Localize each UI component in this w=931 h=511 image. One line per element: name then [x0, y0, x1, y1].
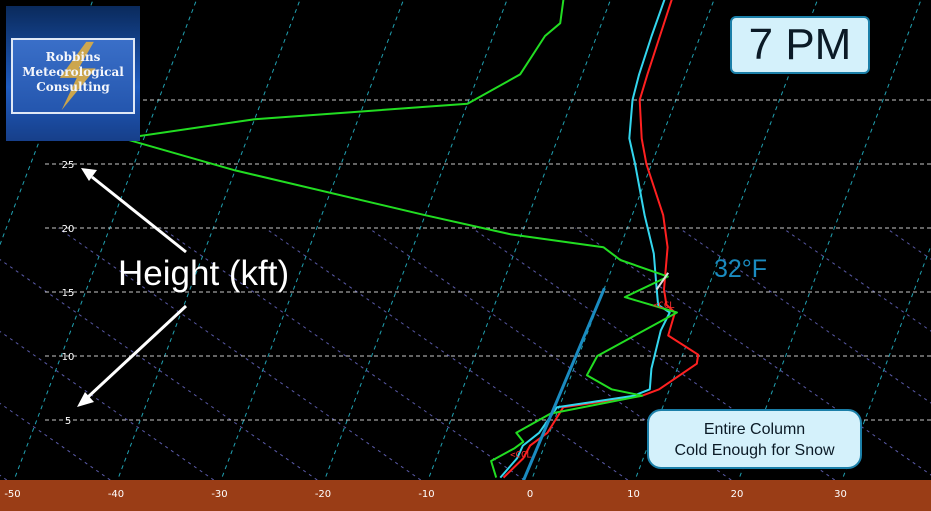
isotherm — [426, 0, 611, 485]
freezing-line — [520, 287, 606, 485]
logo-line-2: Meteorological — [22, 65, 124, 79]
x-tick-label: -50 — [4, 489, 20, 500]
x-tick-label: -10 — [418, 489, 434, 500]
x-tick-label: 10 — [627, 489, 640, 500]
logo-line-1: Robbins — [45, 50, 101, 64]
logo-frame: Robbins Meteorological Consulting — [11, 38, 135, 114]
snow-callout: Entire Column Cold Enough for Snow — [647, 409, 862, 469]
x-tick-label: 30 — [834, 489, 847, 500]
isotherm — [219, 0, 404, 485]
lightning-icon — [59, 41, 96, 111]
dry-adiabat — [0, 330, 220, 485]
x-tick-label: 20 — [731, 489, 744, 500]
logo-text: Robbins Meteorological Consulting — [13, 50, 133, 95]
y-tick-label: 15 — [62, 288, 75, 299]
ground-bar — [0, 480, 931, 511]
freezing-line-label: 32°F — [714, 255, 768, 283]
x-tick-label: -20 — [315, 489, 331, 500]
height-annotation: Height (kft) — [118, 254, 290, 293]
callout-line-1: Entire Column — [703, 421, 806, 438]
arrow-up-head — [81, 168, 97, 181]
time-label: 7 PM — [730, 16, 870, 74]
callout-line-2: Cold Enough for Snow — [674, 442, 835, 459]
isotherm — [840, 244, 931, 485]
arrow-down-head — [77, 392, 94, 407]
y-tick-label: 25 — [62, 160, 75, 171]
height-gridlines — [45, 99, 931, 421]
isotherm — [322, 0, 508, 485]
dry-adiabat — [678, 227, 931, 404]
x-tick-label: -30 — [211, 489, 227, 500]
x-tick-label: 0 — [527, 489, 533, 500]
ccl-labels: <CCL <CCL — [510, 301, 675, 461]
arrow-up — [91, 175, 187, 254]
dry-adiabat — [161, 227, 531, 485]
company-logo: Robbins Meteorological Consulting — [6, 6, 140, 141]
x-tick-label: -40 — [108, 489, 124, 500]
arrow-down — [86, 304, 188, 399]
parcel-line — [655, 272, 670, 290]
y-tick-label: 10 — [62, 352, 75, 363]
y-tick-label: 20 — [62, 224, 75, 235]
dry-adiabat — [782, 227, 931, 332]
wet_bulb-line — [499, 0, 671, 479]
y-tick-label: 5 — [65, 416, 71, 427]
ccl-label: <CCL — [510, 451, 532, 461]
isotherm — [115, 0, 301, 485]
temperature-axis: -50 -40 -30 -20 -10 0 10 20 30 — [4, 489, 847, 500]
isotherm — [736, 0, 922, 485]
dry-adiabat — [0, 402, 117, 485]
dry-adiabat — [264, 227, 634, 485]
height-axis: 5 10 15 20 25 — [62, 160, 75, 427]
temperature-line — [502, 0, 700, 479]
dewpoint-line — [122, 0, 678, 478]
logo-line-3: Consulting — [36, 80, 110, 94]
profile-lines — [122, 0, 700, 479]
ccl-label: <CCL — [653, 301, 675, 311]
